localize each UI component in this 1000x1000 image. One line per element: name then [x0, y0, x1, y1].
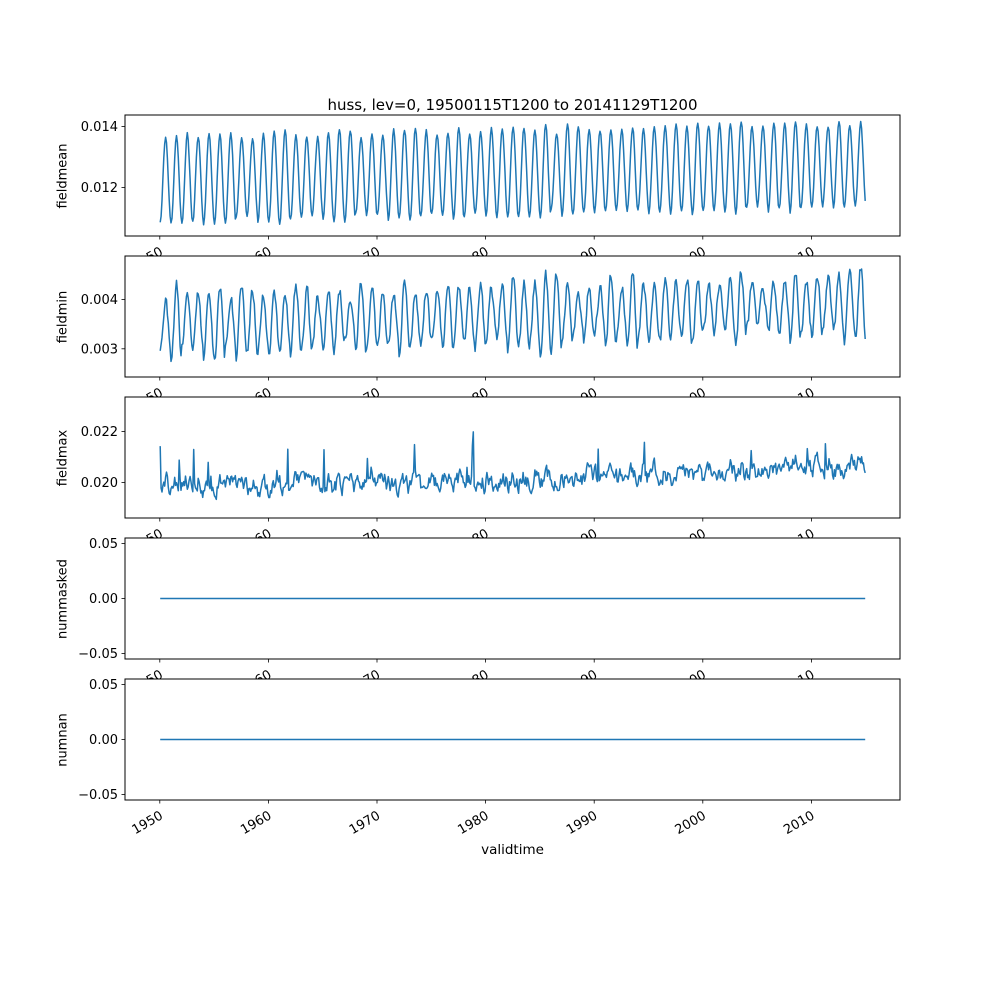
axes-frame: [124, 396, 901, 519]
x-tick-label: 1960: [238, 808, 274, 838]
series-line-fieldmean: [159, 120, 866, 226]
ylabel-numnan-text: numnan: [55, 712, 71, 767]
y-tick-label: 0.012: [81, 181, 118, 196]
ylabel-fieldmean-text: fieldmean: [55, 143, 71, 208]
subplot-nummasked: −0.050.000.05195019601970198019902000201…: [78, 537, 901, 697]
y-tick-label: 0.020: [81, 476, 118, 491]
ylabel-nummasked-text: nummasked: [55, 558, 71, 639]
y-tick-label: 0.05: [89, 678, 118, 693]
ylabel-fieldmin-text: fieldmin: [55, 290, 71, 343]
series-line-fieldmax: [159, 431, 866, 501]
y-tick-label: 0.014: [81, 120, 118, 135]
y-tick-label: −0.05: [78, 647, 118, 662]
x-tick-label: 2010: [781, 808, 817, 838]
figure-title: huss, lev=0, 19500115T1200 to 20141129T1…: [327, 96, 698, 114]
x-tick-label: 1990: [564, 808, 600, 838]
y-tick-label: 0.004: [81, 293, 118, 308]
y-tick-label: 0.00: [89, 733, 118, 748]
x-tick-label: 1970: [347, 808, 383, 838]
y-tick-label: 0.022: [81, 425, 118, 440]
subplot-numnan: −0.05 0.00 0.05 1950 1960 1970 1980 1990 2000 201…: [78, 678, 901, 838]
y-tick-label: 0.003: [81, 342, 118, 357]
x-tick-label: 2000: [673, 808, 709, 838]
axes-background: [125, 397, 900, 518]
series-line-fieldmin: [159, 268, 866, 363]
y-tick-label: 0.05: [89, 537, 118, 552]
axes-frame: [124, 255, 901, 378]
x-tick-label: 1950: [130, 808, 166, 838]
ylabel-fieldmax-text: fieldmax: [55, 429, 71, 486]
x-tick-label: 1980: [455, 808, 491, 838]
y-tick-label: −0.05: [78, 788, 118, 803]
x-axis-label: validtime: [481, 842, 544, 858]
axes-frame: [124, 114, 901, 237]
axes-background: [125, 256, 900, 377]
y-tick-label: 0.00: [89, 592, 118, 607]
